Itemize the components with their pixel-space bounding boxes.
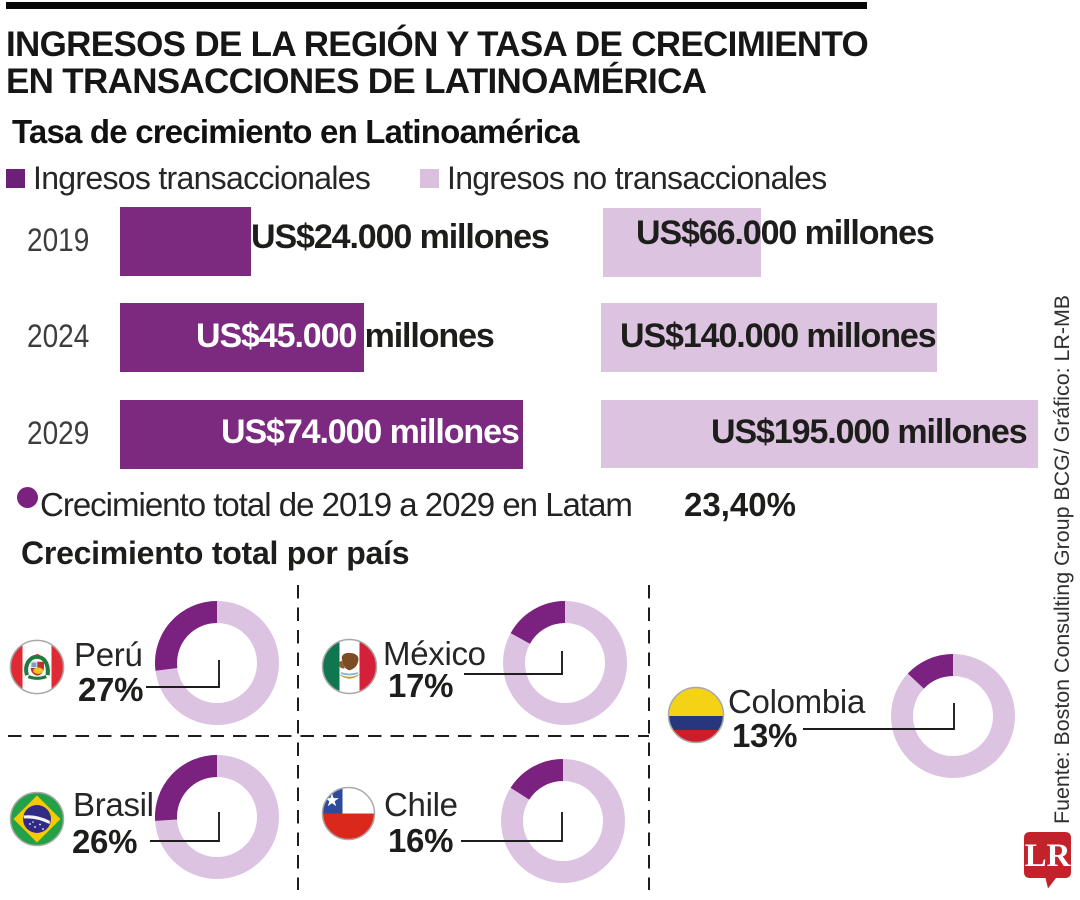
svg-text:LR: LR (1025, 838, 1072, 874)
